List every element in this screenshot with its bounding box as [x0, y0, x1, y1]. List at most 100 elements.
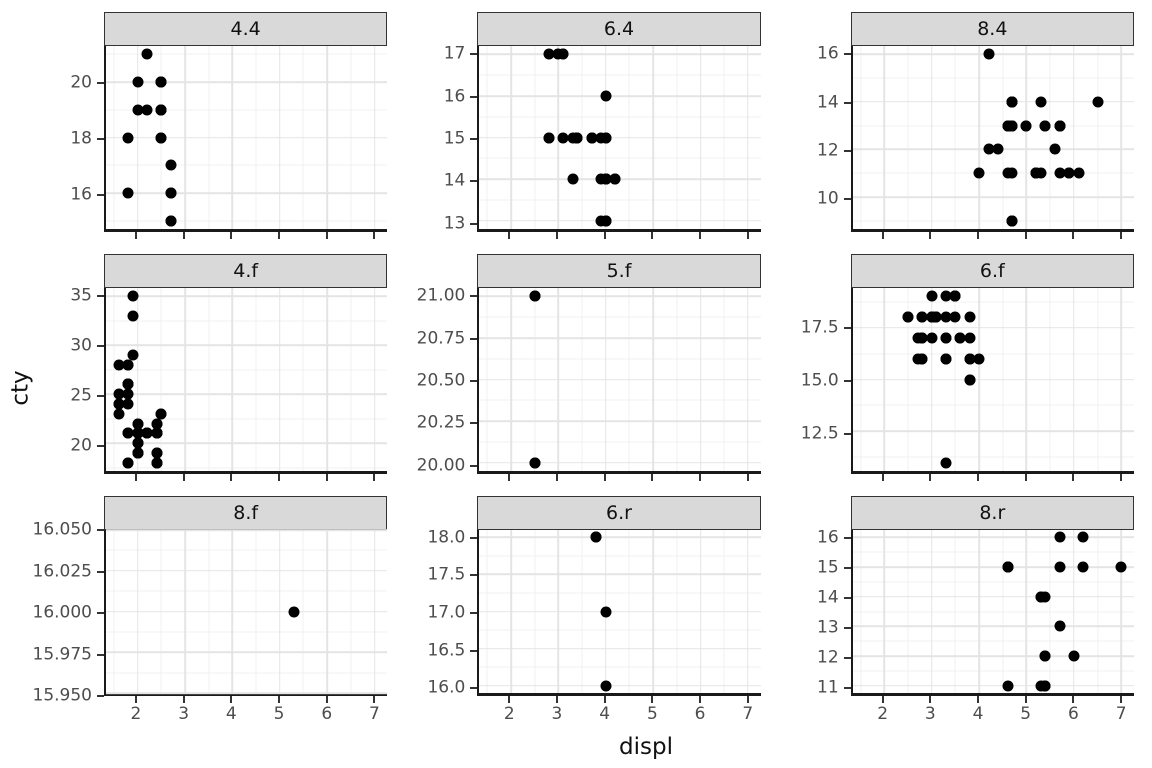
x-axis [851, 232, 1134, 246]
gridline-y-major [852, 378, 1134, 381]
data-point [141, 104, 153, 116]
gridline-x-major [1120, 46, 1122, 229]
data-point [165, 215, 177, 227]
y-tick-mark [470, 649, 478, 652]
data-point [1006, 167, 1018, 179]
x-tick-mark [373, 474, 376, 481]
data-point [964, 353, 976, 365]
data-point [1039, 650, 1051, 662]
gridline-x-minor [1097, 46, 1099, 229]
x-axis-title: displ [619, 734, 673, 760]
x-tick-mark [1120, 232, 1123, 239]
gridline-y-major [479, 420, 761, 422]
y-tick-label: 17.0 [427, 602, 466, 623]
gridline-y-minor [479, 74, 761, 76]
gridline-y-minor [106, 220, 388, 222]
data-point [590, 531, 602, 543]
data-point [113, 359, 125, 371]
data-point [949, 311, 961, 323]
x-tick-mark [699, 696, 702, 703]
gridline-y-major [852, 430, 1134, 433]
data-point [151, 418, 163, 430]
facet-6.r: 6.r 16.0 16.5 17.0 17.5 18.0 2 3 4 5 6 7 [411, 496, 761, 730]
gridline-y-minor [479, 316, 761, 318]
y-tick-label: 20.50 [416, 370, 466, 391]
data-point [1063, 167, 1075, 179]
x-axis [477, 232, 760, 246]
y-tick-mark [843, 687, 851, 690]
y-axis: 11 12 13 14 15 16 [785, 529, 851, 696]
gridline-y-major [479, 378, 761, 381]
data-point [600, 90, 612, 102]
y-tick-mark [470, 536, 478, 539]
data-point [940, 353, 952, 365]
gridline-x-major [978, 46, 980, 229]
y-tick-label: 14 [817, 92, 839, 113]
gridline-x-major [1025, 46, 1028, 229]
data-point [141, 427, 153, 439]
x-tick-mark [508, 474, 511, 481]
data-point [1054, 120, 1066, 132]
x-tick-mark [325, 474, 328, 481]
data-point [1006, 96, 1018, 108]
gridline-x-minor [208, 288, 210, 471]
y-tick-label: 12 [817, 140, 839, 161]
gridline-y-major [479, 573, 761, 576]
facet-strip: 5.f [477, 254, 761, 288]
gridline-y-major [106, 295, 388, 298]
x-tick-mark [555, 696, 558, 703]
y-tick-label: 17.5 [427, 564, 466, 585]
y-tick-mark [843, 536, 851, 539]
data-point [600, 132, 612, 143]
x-axis: 2 3 4 5 6 7 [851, 696, 1134, 730]
gridline-y-major [852, 196, 1134, 198]
data-point [151, 427, 163, 439]
data-point [529, 290, 541, 302]
gridline-y-minor [852, 551, 1134, 553]
data-point [1068, 650, 1080, 662]
gridline-y-minor [852, 456, 1134, 458]
x-tick-label: 4 [972, 704, 984, 724]
y-tick-label: 14 [443, 170, 466, 191]
gridline-x-major [883, 46, 886, 229]
x-tick-label: 2 [877, 704, 889, 724]
y-tick-mark [97, 612, 104, 614]
data-point [1054, 531, 1066, 543]
gridline-y-major [479, 295, 761, 298]
data-point [165, 159, 177, 171]
data-point [1020, 120, 1032, 132]
y-tick-mark [97, 444, 104, 447]
data-point [165, 187, 177, 199]
y-tick-label: 12 [817, 647, 839, 668]
x-tick-mark [278, 232, 281, 239]
x-tick-mark [746, 696, 749, 703]
y-tick-label: 16.5 [427, 640, 466, 661]
facet-8.r: 8.r 11 12 13 14 15 16 2 3 4 5 6 7 [785, 496, 1134, 730]
data-point [557, 132, 569, 143]
data-point [151, 447, 163, 459]
data-point [992, 143, 1004, 155]
x-axis [104, 474, 387, 488]
gridline-x-minor [302, 288, 304, 471]
gridline-y-minor [479, 199, 761, 201]
facet-strip: 8.f [104, 496, 388, 530]
x-tick-label: 7 [369, 704, 380, 724]
y-tick-mark [470, 380, 478, 382]
y-tick-mark [470, 464, 478, 467]
gridline-x-major [1120, 530, 1122, 693]
facet-strip: 4.4 [104, 12, 388, 46]
data-point [1049, 143, 1061, 155]
gridline-y-minor [479, 555, 761, 557]
gridline-y-minor [106, 164, 388, 166]
facet-strip-label: 6.r [606, 502, 632, 524]
gridline-y-major [479, 461, 761, 464]
data-point [122, 187, 134, 199]
data-point [1006, 215, 1018, 227]
plot-panel [850, 530, 1134, 696]
x-axis [104, 232, 387, 246]
facet-6.4: 6.4 13 14 15 16 17 [411, 12, 761, 246]
gridline-y-major [479, 95, 761, 97]
y-tick-mark [470, 222, 478, 225]
y-tick-mark [843, 101, 851, 104]
gridline-y-minor [852, 670, 1134, 672]
